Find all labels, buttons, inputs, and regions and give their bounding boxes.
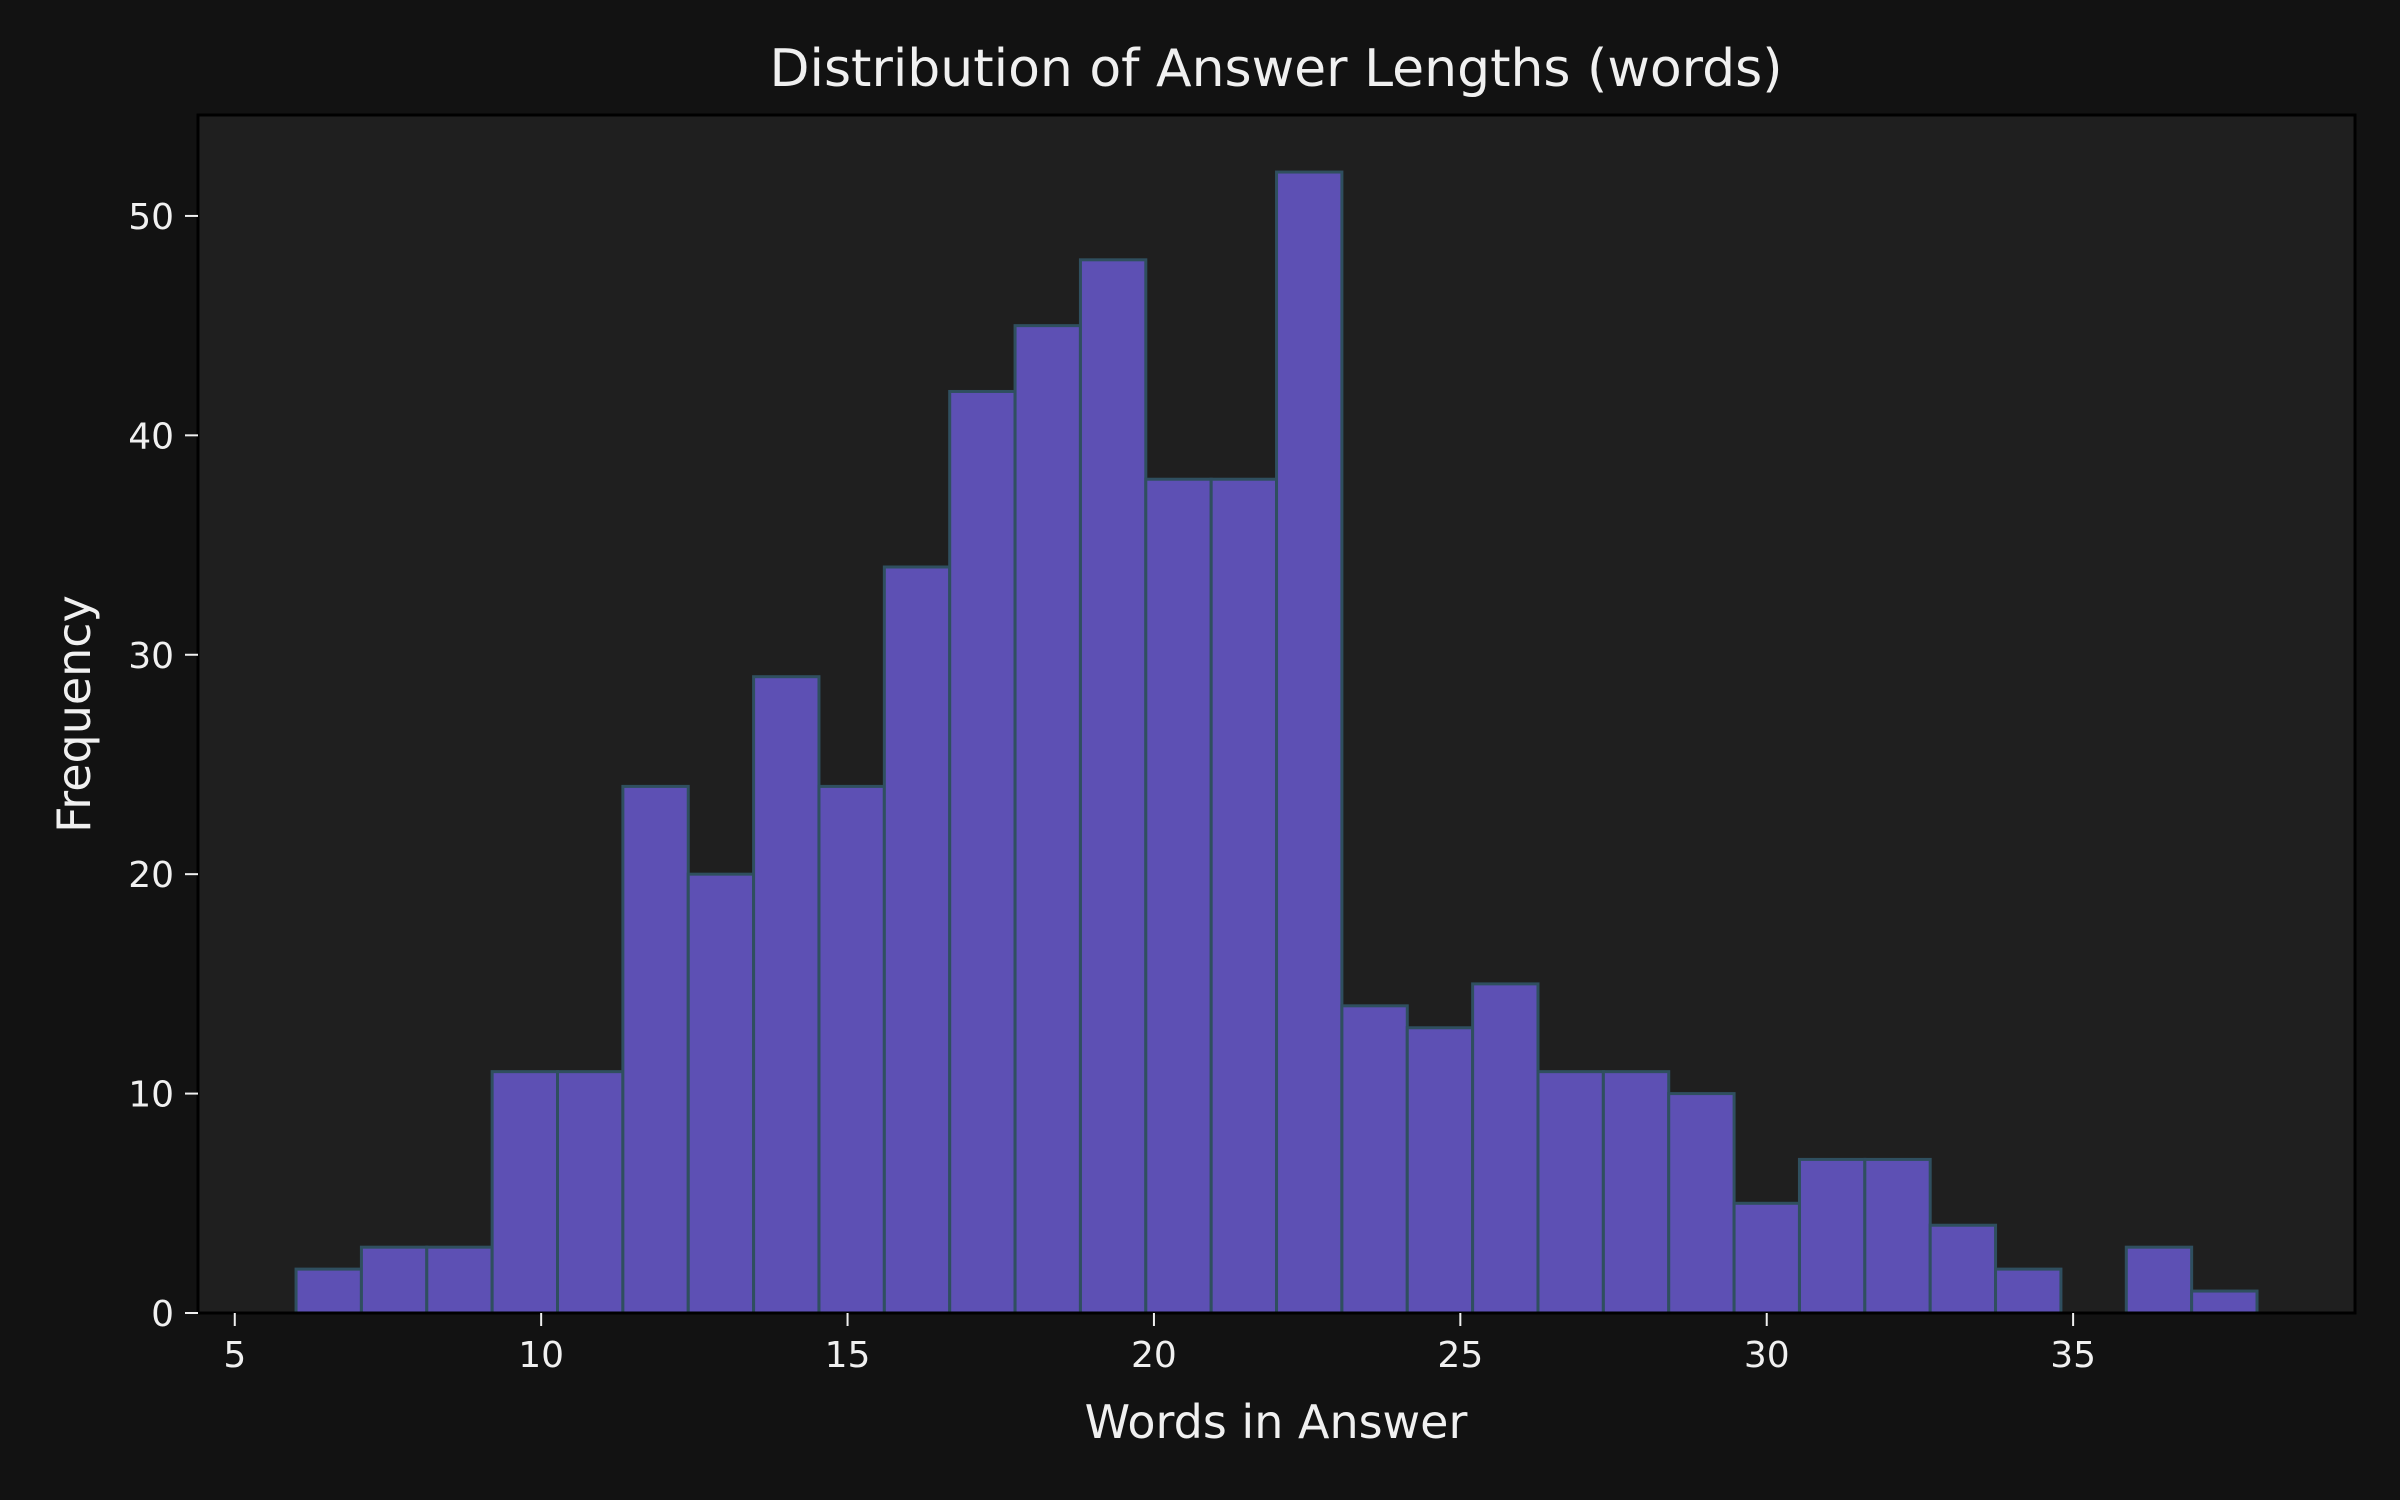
x-tick-label: 10	[518, 1335, 564, 1376]
histogram-bar	[359, 1245, 429, 1315]
histogram-bar	[882, 565, 952, 1315]
histogram-bar	[817, 784, 886, 1315]
histogram-bar	[1536, 1070, 1605, 1315]
histogram-bar	[1405, 1026, 1475, 1315]
histogram-bars	[294, 170, 2259, 1315]
x-tick-label: 15	[825, 1335, 871, 1376]
histogram-bar	[1340, 1004, 1409, 1315]
histogram-bar	[556, 1070, 625, 1315]
histogram-bar	[1667, 1092, 1736, 1315]
histogram-bar	[1928, 1223, 1998, 1315]
y-tick-label: 20	[128, 855, 174, 896]
chart-title: Distribution of Answer Lengths (words)	[769, 39, 1782, 99]
x-tick-label: 20	[1131, 1335, 1177, 1376]
histogram-bar	[1209, 477, 1279, 1315]
histogram-bar	[1994, 1267, 2063, 1315]
histogram-bar	[686, 872, 756, 1315]
histogram-bar	[1078, 258, 1148, 1315]
histogram-bar	[1732, 1201, 1801, 1315]
histogram-bar	[948, 389, 1017, 1315]
histogram-bar	[1863, 1157, 1932, 1315]
histogram-bar	[1275, 170, 1344, 1315]
histogram-bar	[1601, 1070, 1671, 1315]
histogram-bar	[294, 1267, 363, 1315]
histogram-bar	[490, 1070, 560, 1315]
axes-frame	[196, 113, 2357, 1315]
y-axis-label: Frequency	[47, 595, 101, 833]
histogram-bar	[2124, 1245, 2194, 1315]
histogram-bar	[1013, 324, 1082, 1315]
histogram-bar	[425, 1245, 494, 1315]
x-tick-label: 35	[2050, 1335, 2096, 1376]
y-tick-label: 10	[128, 1075, 174, 1116]
x-tick-label: 25	[1437, 1335, 1483, 1376]
y-tick-label: 30	[128, 636, 174, 677]
x-tick-label: 5	[223, 1335, 246, 1376]
y-axis-ticks: 0 10 20 30 40 50	[128, 197, 198, 1335]
histogram-bar	[1471, 982, 1540, 1315]
histogram-bar	[1797, 1157, 1867, 1315]
histogram-bar	[1144, 477, 1213, 1315]
y-tick-label: 40	[128, 416, 174, 457]
histogram-bar	[2190, 1289, 2259, 1315]
x-axis-label: Words in Answer	[1085, 1395, 1468, 1449]
x-axis-ticks: 5 10 15 20 25 30 35	[223, 1313, 2096, 1376]
x-tick-label: 30	[1744, 1335, 1790, 1376]
y-tick-label: 0	[151, 1294, 174, 1335]
histogram-bar	[752, 675, 821, 1315]
y-tick-label: 50	[128, 197, 174, 238]
histogram-bar	[621, 784, 690, 1315]
